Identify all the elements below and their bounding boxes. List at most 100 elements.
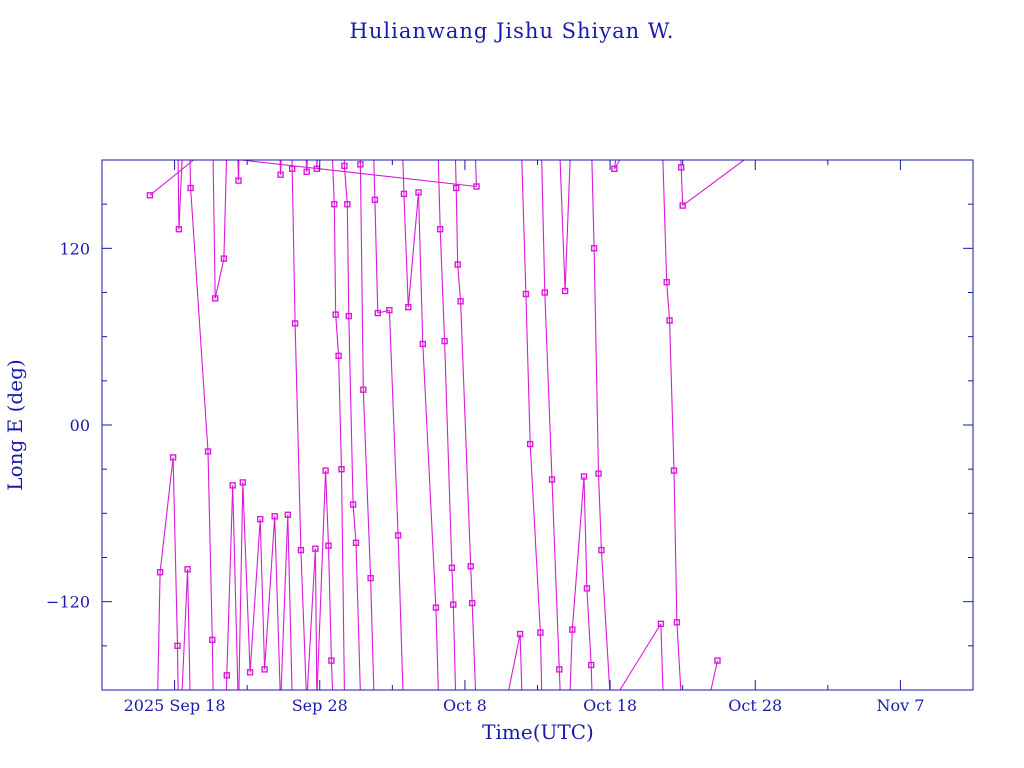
- series-0-segment: [211, 639, 214, 690]
- data-point-marker: [657, 620, 665, 627]
- data-point-marker: [271, 513, 278, 520]
- data-point-marker: [432, 604, 440, 611]
- data-point-marker: [335, 352, 342, 359]
- series-0-segment: [673, 470, 678, 623]
- series-0-segment: [280, 514, 289, 690]
- series-0-segment: [340, 469, 345, 690]
- series-0-segment: [593, 248, 600, 474]
- data-point-marker: [678, 164, 685, 171]
- series-0-segment: [287, 514, 293, 690]
- series-0-segment: [586, 588, 592, 666]
- data-point-marker: [184, 566, 191, 573]
- series-0-segment: [264, 516, 276, 670]
- data-point-marker: [663, 279, 670, 286]
- data-point-marker: [405, 304, 412, 311]
- data-point-marker: [204, 448, 212, 455]
- data-point-marker: [590, 245, 598, 252]
- series-0-segment: [333, 204, 337, 315]
- series-0-segment: [457, 264, 462, 302]
- series-0-segment: [613, 160, 621, 170]
- series-0-segment: [338, 355, 343, 470]
- x-tick-label: Oct 28: [728, 696, 782, 715]
- data-point-marker: [211, 295, 219, 302]
- series-0-segment: [569, 629, 573, 690]
- series-0-segment: [460, 301, 472, 567]
- series-0-segment: [600, 550, 611, 690]
- data-point-marker: [325, 542, 332, 549]
- data-point-marker: [360, 386, 367, 393]
- series-0-segment: [187, 569, 191, 690]
- series-0-segment: [470, 566, 473, 604]
- series-0-segment: [249, 519, 261, 673]
- series-0-segment: [226, 485, 234, 676]
- series-0-segment: [519, 634, 523, 690]
- series-0-segment: [564, 160, 571, 292]
- series-0-segment: [422, 343, 437, 608]
- series-0-segment: [259, 519, 266, 670]
- data-point-marker: [450, 601, 457, 608]
- data-point-marker: [437, 225, 444, 233]
- data-point-marker: [454, 261, 461, 268]
- data-point-marker: [229, 482, 236, 489]
- data-point-marker: [580, 473, 588, 480]
- series-0-segment: [232, 485, 239, 690]
- series-0-segment: [435, 607, 439, 690]
- data-point-marker: [374, 309, 381, 317]
- data-point-marker: [257, 516, 264, 523]
- series-0-segment: [149, 160, 194, 196]
- series-0-segment: [176, 645, 179, 690]
- data-point-marker: [303, 168, 310, 176]
- series-0-segment: [444, 341, 453, 568]
- data-point-marker: [448, 564, 456, 571]
- series-0-segment: [388, 310, 399, 536]
- series-0-segment: [294, 323, 302, 551]
- data-point-marker: [588, 661, 595, 669]
- data-point-marker: [328, 657, 335, 664]
- x-tick-label: Sep 28: [292, 696, 348, 715]
- data-point-marker: [453, 184, 460, 192]
- x-tick-label: Oct 18: [583, 696, 637, 715]
- series-0-segment: [439, 229, 446, 342]
- x-axis-label: Time(UTC): [482, 720, 594, 744]
- data-point-marker: [537, 629, 544, 636]
- data-point-marker: [441, 337, 448, 345]
- data-point-marker: [174, 642, 181, 649]
- x-tick-label: Nov 7: [876, 696, 924, 715]
- data-point-marker: [235, 177, 242, 184]
- series-0-segment: [362, 389, 372, 579]
- series-0-segment: [348, 316, 354, 505]
- data-point-marker: [187, 184, 194, 192]
- data-point-marker: [583, 585, 591, 592]
- data-point-marker: [341, 162, 348, 170]
- series-0-segment: [214, 258, 225, 299]
- data-point-marker: [345, 312, 352, 320]
- series-0-segment: [373, 160, 376, 200]
- data-point-marker: [169, 454, 177, 461]
- series-0-segment: [172, 457, 179, 646]
- series-0-segment: [325, 470, 330, 546]
- series-0-segment: [314, 548, 318, 690]
- series-0-segment: [682, 160, 745, 207]
- series-0-segment: [403, 193, 409, 308]
- series-0-segment: [242, 482, 251, 673]
- series-0-segment: [157, 572, 161, 690]
- series-0-segment: [300, 550, 307, 690]
- series-0-segment: [177, 160, 180, 230]
- series-0-segment: [662, 160, 668, 283]
- data-point-marker: [457, 298, 464, 305]
- data-point-marker: [297, 546, 305, 554]
- series-0-segment: [451, 567, 454, 605]
- data-point-marker: [322, 467, 329, 474]
- series-0-segment: [437, 160, 441, 230]
- data-point-marker: [673, 619, 681, 626]
- series-0-segment: [666, 282, 671, 321]
- data-point-marker: [670, 467, 678, 474]
- series-0-segment: [544, 292, 553, 480]
- data-point-marker: [246, 669, 254, 676]
- series-0-segment: [471, 603, 477, 690]
- series-group: [146, 160, 745, 690]
- data-point-marker: [598, 546, 605, 554]
- series-0-segment: [189, 160, 192, 189]
- series-0-segment: [407, 192, 420, 308]
- plot-frame: [101, 159, 974, 691]
